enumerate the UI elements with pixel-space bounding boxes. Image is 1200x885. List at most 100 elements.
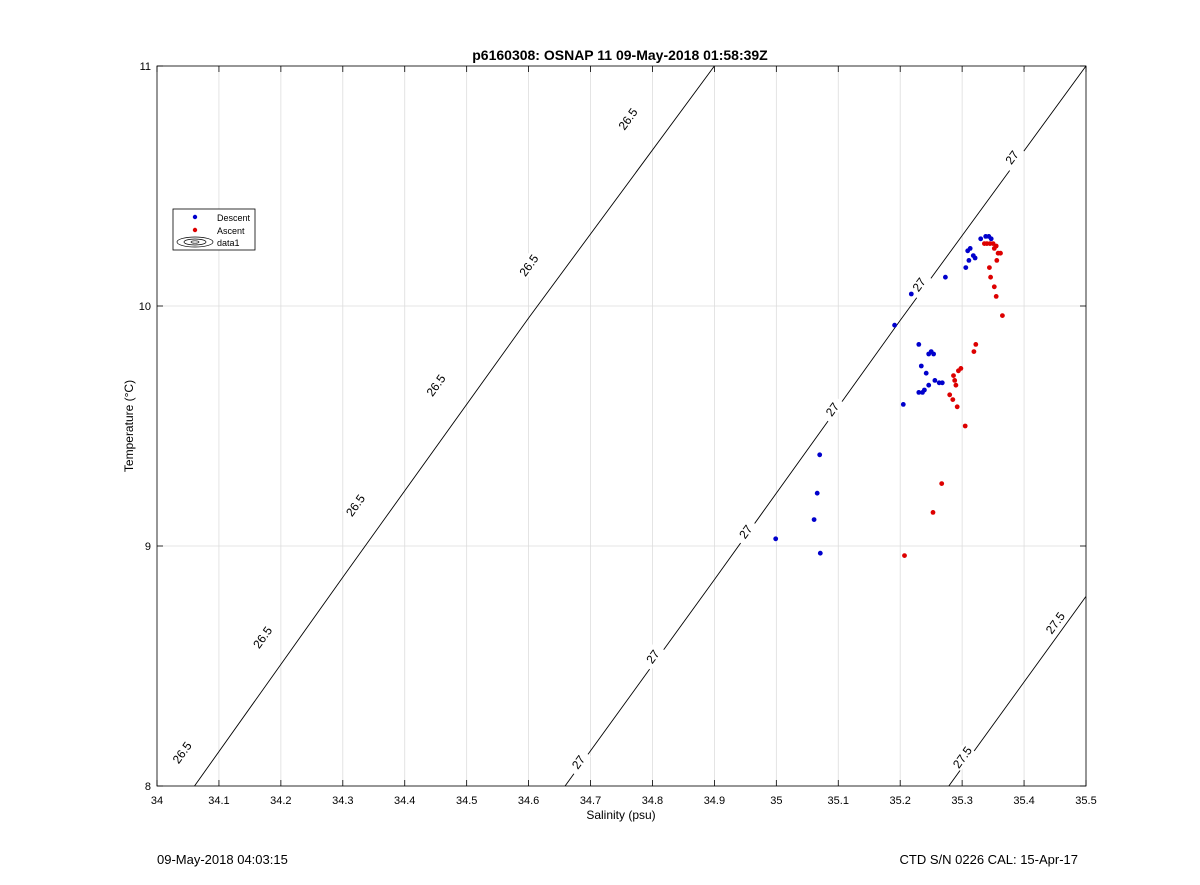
x-tick-label: 34.7 (580, 795, 601, 807)
ascent-point (952, 378, 958, 383)
contour-label-bg (614, 104, 641, 133)
x-tick-label: 35.3 (951, 795, 972, 807)
contour-label-bg (423, 371, 449, 400)
descent-point (773, 536, 779, 542)
contour-label-bg (998, 143, 1025, 172)
x-tick-label: 34.6 (518, 795, 539, 807)
descent-point (920, 390, 925, 395)
ascent-point (973, 342, 979, 347)
contour-label-bg (515, 251, 542, 280)
plot-area (157, 66, 1086, 786)
descent-point (916, 390, 922, 395)
descent-point (900, 402, 906, 407)
ascent-point (1000, 313, 1005, 318)
descent-point (972, 255, 978, 261)
footer-ctd-info: CTD S/N 0226 CAL: 15-Apr-17 (899, 852, 1078, 867)
x-tick-label: 34.3 (332, 795, 353, 807)
descent-point (811, 517, 817, 522)
x-tick-label: 34.1 (208, 795, 229, 807)
ascent-point (971, 349, 977, 354)
ascent-point (994, 258, 1000, 263)
x-axis-label: Salinity (psu) (586, 808, 655, 822)
ascent-point (995, 250, 1001, 256)
footer-timestamp: 09-May-2018 04:03:15 (157, 852, 288, 867)
contour-label-bg (169, 738, 195, 767)
ascent-point (982, 241, 987, 247)
x-tick-label: 35.2 (889, 795, 910, 807)
contour-label-bg (819, 395, 845, 424)
ascent-point (951, 373, 956, 378)
y-tick-label: 8 (145, 781, 151, 793)
data-points (773, 234, 1005, 558)
axis-ticks: 34 34.1 34.2 34.3 34.4 34.5 34.6 34.7 34.8 34.9 35… (139, 61, 1097, 807)
contour-line-27 (564, 66, 1086, 786)
descent-point (939, 380, 945, 386)
x-tick-label: 35 (770, 795, 782, 807)
x-tick-label: 35.1 (828, 795, 849, 807)
x-tick-label: 35.5 (1075, 795, 1096, 807)
descent-point (926, 382, 932, 388)
legend-label-data1: data1 (217, 238, 240, 248)
legend-label-descent: Descent (217, 213, 251, 223)
descent-point (932, 378, 938, 383)
descent-point (943, 274, 948, 280)
ascent-point (947, 392, 953, 398)
legend-box (172, 208, 256, 251)
contour-label-bg (565, 748, 591, 776)
ascent-point (962, 423, 968, 429)
ascent-point (991, 284, 997, 290)
x-tick-label: 34 (151, 795, 163, 807)
x-tick-label: 34.5 (456, 795, 477, 807)
x-tick-label: 34.8 (642, 795, 663, 807)
descent-point (931, 351, 936, 357)
legend-marker-ascent (192, 227, 198, 233)
descent-point (967, 246, 973, 251)
y-tick-label: 11 (140, 61, 151, 73)
x-tick-label: 34.4 (394, 795, 415, 807)
density-contours: 26.526.526.526.526.526.527272727272727.5… (169, 66, 1086, 786)
descent-point (988, 236, 994, 242)
y-axis-label: Temperature (°C) (122, 380, 136, 472)
ascent-point (988, 274, 993, 280)
chart-title: p6160308: OSNAP 11 09-May-2018 01:58:39Z (472, 47, 768, 63)
descent-point (923, 370, 929, 376)
ascent-point (954, 404, 960, 410)
y-tick-label: 9 (145, 541, 151, 553)
ascent-point (930, 510, 936, 515)
x-tick-label: 34.9 (704, 795, 725, 807)
contour-label-bg (1042, 608, 1068, 637)
descent-point (916, 342, 922, 347)
ascent-point (993, 294, 999, 299)
descent-point (918, 363, 924, 369)
ascent-point (987, 265, 992, 270)
x-tick-label: 34.2 (270, 795, 291, 807)
descent-point (908, 291, 914, 297)
plot-frame (156, 65, 1087, 787)
legend-marker-contour (176, 236, 214, 248)
legend-label-ascent: Ascent (217, 226, 245, 236)
descent-point (978, 236, 984, 242)
descent-point (966, 258, 972, 263)
y-tick-label: 10 (139, 301, 151, 313)
legend: Descent Ascent data1 (172, 208, 256, 251)
contour-line-26.5 (193, 66, 715, 786)
ascent-point (939, 481, 945, 486)
ascent-point (953, 382, 959, 388)
contour-line-27.5 (948, 596, 1086, 786)
contour-label-bg (949, 743, 975, 771)
ascent-point (950, 397, 956, 402)
contour-label-bg (732, 517, 759, 546)
contour-label-bg (342, 491, 368, 520)
descent-point (817, 452, 823, 458)
descent-point (814, 490, 820, 496)
legend-marker-descent (192, 214, 198, 220)
ascent-point (902, 553, 907, 558)
contour-label-bg (639, 642, 666, 671)
ascent-point (958, 366, 964, 371)
contour-label-bg (249, 623, 275, 652)
descent-point (892, 322, 897, 328)
descent-point (963, 265, 969, 270)
contour-label-bg (906, 270, 932, 299)
x-tick-label: 35.4 (1013, 795, 1034, 807)
